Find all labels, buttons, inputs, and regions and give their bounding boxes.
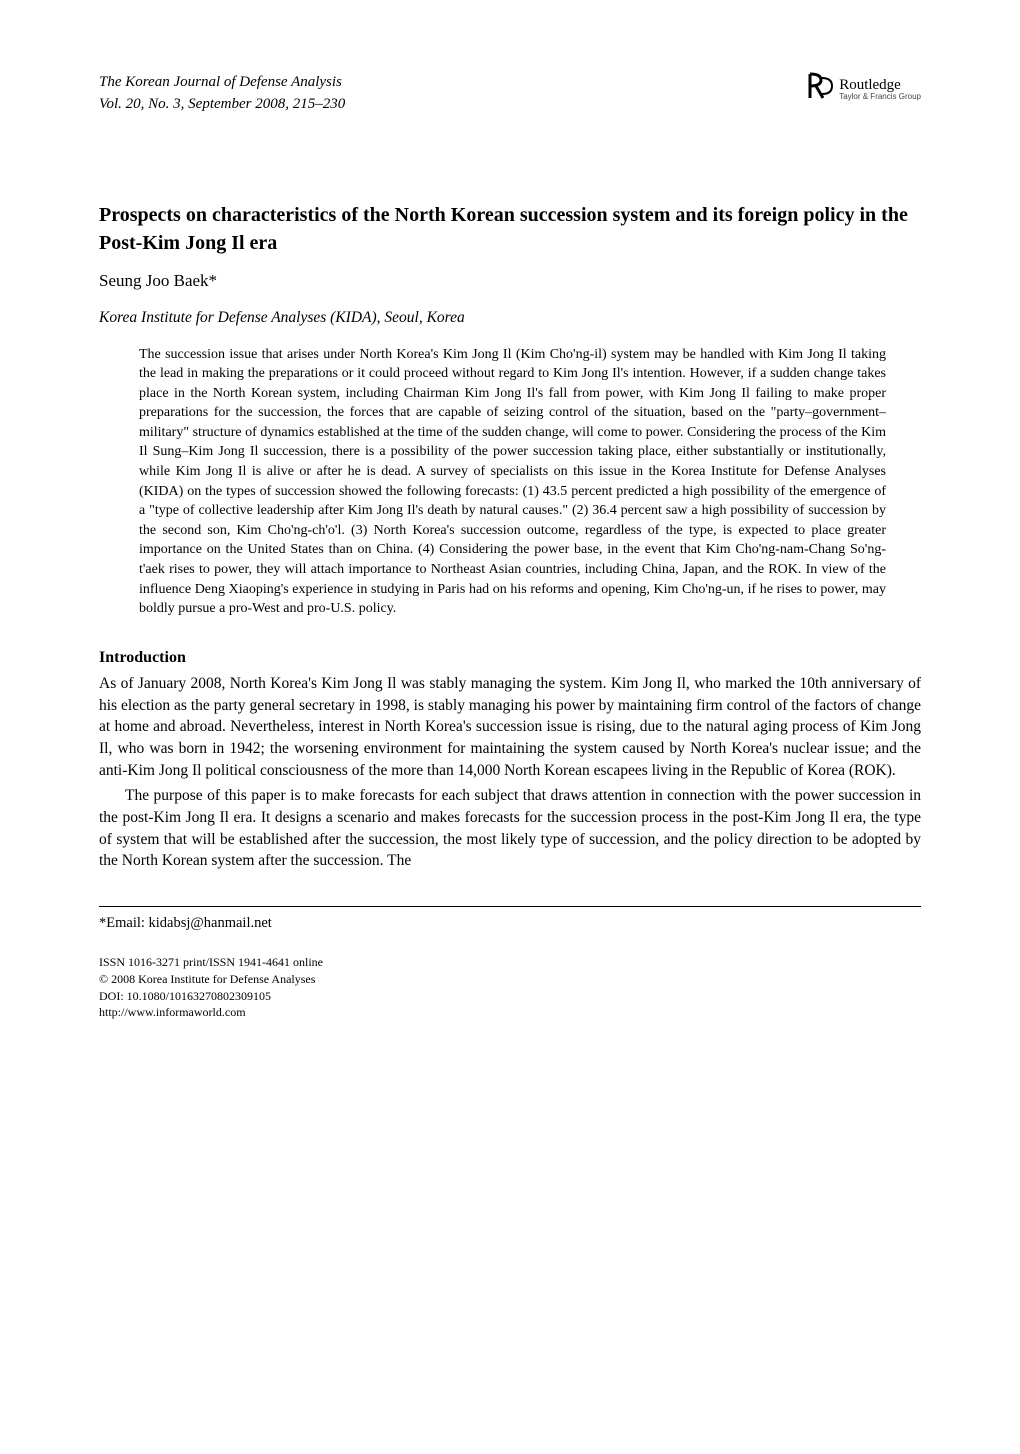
- author-affiliation: Korea Institute for Defense Analyses (KI…: [99, 309, 921, 327]
- publication-info: ISSN 1016-3271 print/ISSN 1941-4641 onli…: [99, 954, 921, 1021]
- corresponding-email: *Email: kidabsj@hanmail.net: [99, 915, 921, 932]
- intro-paragraph-1: As of January 2008, North Korea's Kim Jo…: [99, 673, 921, 781]
- footnote-divider: [99, 906, 921, 907]
- copyright-line: © 2008 Korea Institute for Defense Analy…: [99, 971, 921, 988]
- publisher-logo: Routledge Taylor & Francis Group: [807, 72, 921, 107]
- journal-info: The Korean Journal of Defense Analysis V…: [99, 72, 345, 116]
- section-heading-introduction: Introduction: [99, 649, 921, 667]
- publisher-subtitle: Taylor & Francis Group: [839, 93, 921, 101]
- routledge-icon: [807, 72, 833, 107]
- page-header: The Korean Journal of Defense Analysis V…: [99, 72, 921, 116]
- author-name: Seung Joo Baek*: [99, 271, 921, 291]
- publisher-text: Routledge Taylor & Francis Group: [839, 78, 921, 101]
- issue-line: Vol. 20, No. 3, September 2008, 215–230: [99, 94, 345, 116]
- intro-paragraph-2: The purpose of this paper is to make for…: [99, 785, 921, 872]
- article-title: Prospects on characteristics of the Nort…: [99, 201, 921, 257]
- journal-name: The Korean Journal of Defense Analysis: [99, 72, 345, 94]
- abstract: The succession issue that arises under N…: [99, 345, 921, 619]
- issn-line: ISSN 1016-3271 print/ISSN 1941-4641 onli…: [99, 954, 921, 971]
- doi-line: DOI: 10.1080/10163270802309105: [99, 988, 921, 1005]
- website-line: http://www.informaworld.com: [99, 1004, 921, 1021]
- publisher-name: Routledge: [839, 78, 921, 93]
- introduction-body: As of January 2008, North Korea's Kim Jo…: [99, 673, 921, 872]
